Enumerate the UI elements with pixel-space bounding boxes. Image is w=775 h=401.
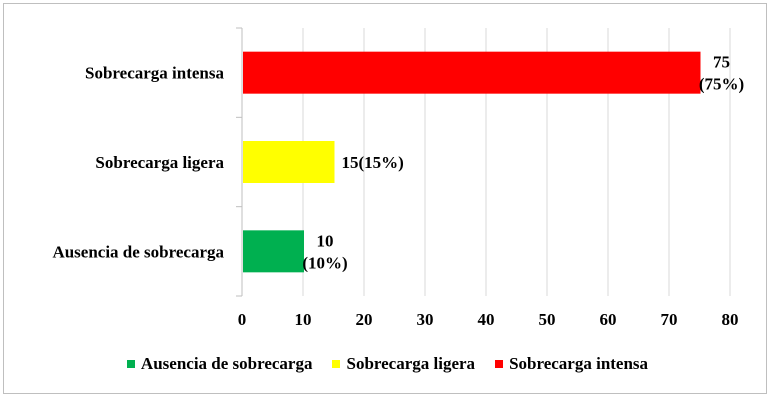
legend-label-ligera: Sobrecarga ligera (346, 354, 476, 373)
x-tick-label-0: 0 (238, 310, 247, 329)
bar-sobrecarga-intensa (243, 51, 701, 94)
x-tick-label-60: 60 (600, 310, 617, 329)
legend-swatch-intensa (495, 360, 504, 368)
category-label-sobrecarga-intensa: Sobrecarga intensa (85, 64, 224, 83)
data-label-sobrecarga-intensa: (75%) (699, 75, 744, 94)
data-labels: 10 (10%) 15(15%) 75 (75%) (302, 53, 744, 273)
x-tick-label-10: 10 (295, 310, 312, 329)
bar-ausencia-de-sobrecarga (243, 230, 304, 273)
data-label-ausencia-de-sobrecarga: 10 (317, 231, 334, 250)
category-label-sobrecarga-ligera: Sobrecarga ligera (95, 153, 224, 172)
data-label-sobrecarga-ligera: 15(15%) (342, 153, 404, 172)
category-label-ausencia-de-sobrecarga: Ausencia de sobrecarga (52, 242, 224, 261)
category-labels: Ausencia de sobrecarga Sobrecarga ligera S… (52, 64, 224, 262)
bar-sobrecarga-ligera (243, 141, 335, 183)
x-tick-labels: 0 10 20 30 40 50 60 70 80 (238, 310, 739, 329)
legend-label-ausencia: Ausencia de sobrecarga (140, 354, 313, 373)
legend-label-intensa: Sobrecarga intensa (509, 354, 649, 373)
x-tick-label-40: 40 (478, 310, 495, 329)
x-tick-label-80: 80 (722, 310, 739, 329)
legend-item-intensa: Sobrecarga intensa (495, 354, 648, 374)
data-label-ausencia-de-sobrecarga: (10%) (302, 253, 347, 272)
legend-item-ausencia: Ausencia de sobrecarga (126, 354, 313, 374)
legend: Ausencia de sobrecarga Sobrecarga ligera… (0, 352, 775, 376)
x-tick-label-30: 30 (417, 310, 434, 329)
x-tick-label-20: 20 (356, 310, 373, 329)
bars (243, 51, 701, 273)
legend-swatch-ligera (332, 360, 341, 368)
legend-swatch-ausencia (126, 360, 135, 368)
data-label-sobrecarga-intensa: 75 (713, 53, 730, 72)
x-tick-label-50: 50 (539, 310, 556, 329)
x-tick-label-70: 70 (661, 310, 678, 329)
legend-item-ligera: Sobrecarga ligera (332, 354, 475, 374)
